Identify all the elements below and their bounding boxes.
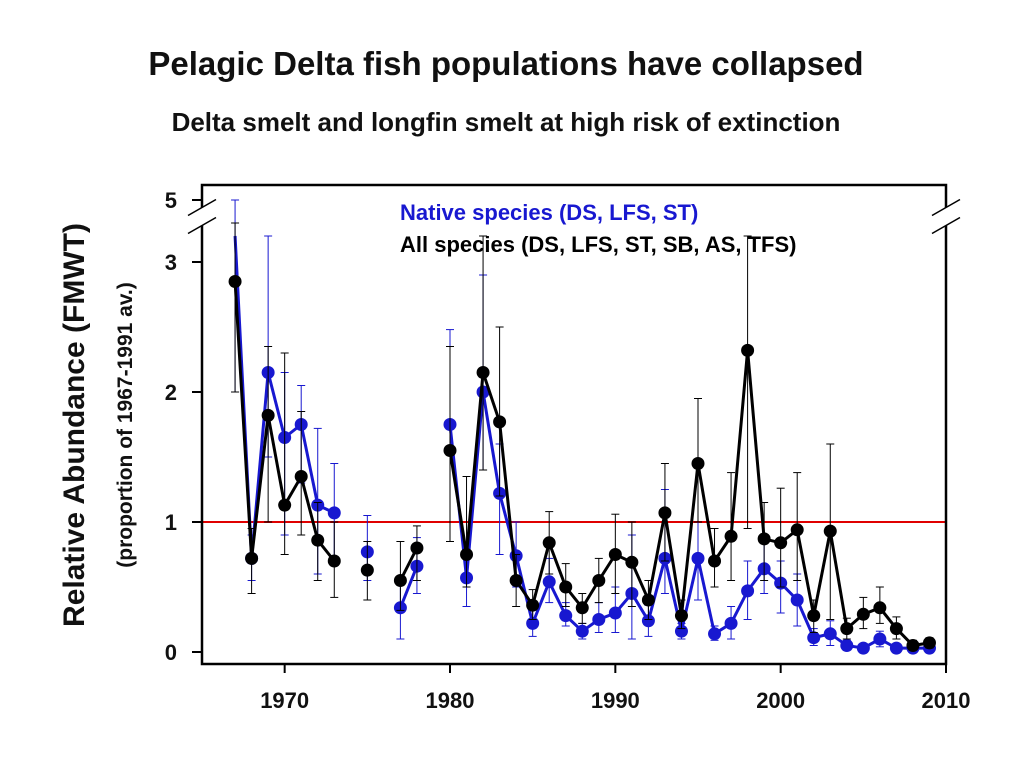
data-point <box>592 574 606 587</box>
data-point <box>840 622 854 636</box>
data-point <box>757 532 771 546</box>
x-tick-label: 1970 <box>260 688 309 713</box>
data-point <box>658 506 672 520</box>
data-point <box>575 601 589 615</box>
axis-layer: 0 1 2 3 5 1970 1980 1990 2000 2010 <box>165 183 971 713</box>
data-point <box>724 616 738 630</box>
data-point <box>807 631 821 645</box>
data-point <box>493 415 507 429</box>
data-point <box>443 444 457 457</box>
data-point <box>691 457 705 470</box>
legend-entry-all: All species (DS, LFS, ST, SB, AS, TFS) <box>400 232 796 257</box>
x-tick-label: 2000 <box>756 688 805 713</box>
data-point <box>922 636 936 650</box>
data-point <box>526 616 540 630</box>
y-axis-title: Relative Abundance (FMWT) (proportion of… <box>58 223 137 627</box>
series-1 <box>228 222 936 652</box>
data-point <box>526 598 540 612</box>
data-point <box>641 614 655 628</box>
axis-break-mark <box>187 198 217 217</box>
data-point <box>410 541 424 555</box>
data-point <box>889 622 903 636</box>
data-point <box>674 624 688 638</box>
data-point <box>360 563 374 577</box>
data-point <box>460 548 474 561</box>
x-tick-label: 1990 <box>591 688 640 713</box>
data-point <box>790 523 804 537</box>
y-axis-label: Relative Abundance (FMWT) <box>58 223 91 627</box>
series-line <box>399 565 419 609</box>
data-point <box>641 593 655 607</box>
chart-subtitle: Delta smelt and longfin smelt at high ri… <box>172 107 841 137</box>
axis-break-gap <box>932 207 960 226</box>
data-point <box>823 524 837 538</box>
chart-title: Pelagic Delta fish populations have coll… <box>148 45 863 82</box>
data-point <box>592 613 606 626</box>
data-point <box>625 555 639 569</box>
data-point <box>509 574 523 587</box>
plot-frame <box>200 183 948 666</box>
axis-break-mark <box>931 216 961 235</box>
y-tick-label: 3 <box>165 250 177 275</box>
axis-break-mark <box>931 198 961 217</box>
series-layer <box>228 199 936 655</box>
data-point <box>542 536 556 550</box>
data-point <box>708 554 722 568</box>
data-point <box>559 609 573 623</box>
legend-entry-native: Native species (DS, LFS, ST) <box>400 200 698 225</box>
y-axis-sublabel: (proportion of 1967-1991 av.) <box>114 282 137 568</box>
data-point <box>691 551 705 565</box>
data-point <box>708 627 722 641</box>
data-point <box>774 536 788 550</box>
data-point <box>840 639 854 652</box>
data-point <box>311 533 325 547</box>
data-point <box>807 609 821 623</box>
data-point <box>542 575 556 589</box>
data-point <box>575 624 589 638</box>
data-point <box>856 607 870 621</box>
data-point <box>906 639 920 652</box>
data-point <box>823 627 837 641</box>
x-tick-label: 2010 <box>922 688 971 713</box>
data-point <box>228 275 242 288</box>
data-point <box>873 601 887 615</box>
y-tick-label: 0 <box>165 640 177 665</box>
y-tick-label: 1 <box>165 510 177 535</box>
data-point <box>327 506 341 520</box>
data-point <box>476 366 490 379</box>
data-point <box>741 584 755 598</box>
data-point <box>741 343 755 357</box>
data-point <box>559 580 573 594</box>
axis-break-gap <box>188 207 216 226</box>
x-tick-label: 1980 <box>426 688 475 713</box>
legend: Native species (DS, LFS, ST) All species… <box>400 200 796 257</box>
data-point <box>790 593 804 607</box>
y-tick-label: 5 <box>165 188 177 213</box>
data-point <box>674 609 688 623</box>
series-line <box>448 391 930 650</box>
data-point <box>873 632 887 646</box>
y-tick-label: 2 <box>165 380 177 405</box>
axis-break-mark <box>187 216 217 235</box>
data-point <box>393 574 407 587</box>
data-point <box>294 470 308 483</box>
data-point <box>261 408 275 422</box>
data-point <box>608 606 622 620</box>
data-point <box>724 529 738 543</box>
data-point <box>327 554 341 568</box>
data-point <box>889 641 903 655</box>
data-point <box>278 498 292 512</box>
data-point <box>856 641 870 655</box>
data-point <box>608 548 622 561</box>
data-point <box>245 551 259 565</box>
